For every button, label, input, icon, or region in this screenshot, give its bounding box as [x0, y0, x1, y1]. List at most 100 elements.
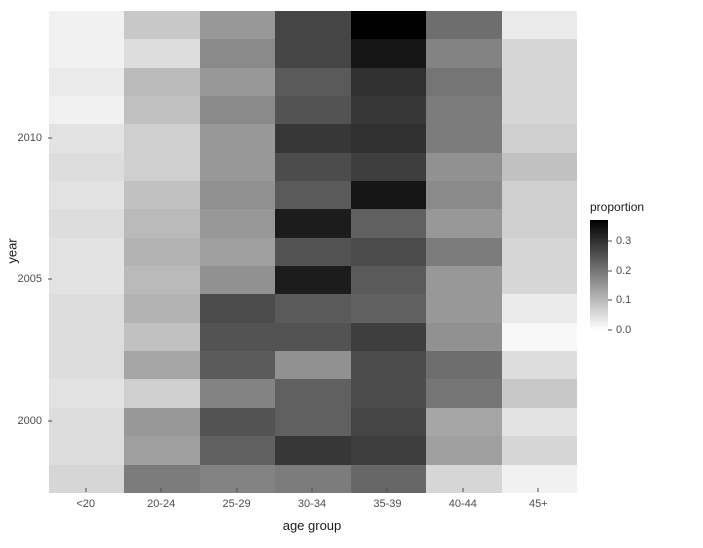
legend-title: proportion	[590, 200, 648, 214]
legend: proportion 0.00.10.20.3	[590, 200, 648, 330]
heatmap-cell	[200, 96, 275, 124]
heatmap-row	[49, 379, 577, 407]
heatmap-cell	[124, 351, 199, 379]
heatmap-row	[49, 238, 577, 266]
legend-tick-mark	[608, 300, 612, 301]
legend-tick-label: 0.3	[616, 235, 631, 247]
heatmap-cell	[124, 266, 199, 294]
heatmap-cell	[49, 238, 124, 266]
heatmap-cell	[275, 408, 350, 436]
heatmap-cell	[502, 68, 577, 96]
y-tick-label: 2000	[18, 415, 48, 427]
heatmap-cell	[124, 68, 199, 96]
x-tick-label: <20	[76, 492, 95, 510]
heatmap-cell	[275, 153, 350, 181]
heatmap-cell	[275, 124, 350, 152]
x-tick-label: 35-39	[373, 492, 401, 510]
heatmap-cell	[502, 351, 577, 379]
heatmap-cell	[502, 39, 577, 67]
heatmap-cell	[200, 465, 275, 493]
heatmap-cell	[275, 294, 350, 322]
heatmap-cell	[426, 124, 501, 152]
heatmap-cell	[200, 266, 275, 294]
heatmap-cell	[49, 39, 124, 67]
heatmap-cell	[49, 294, 124, 322]
heatmap-cell	[49, 408, 124, 436]
legend-ticks: 0.00.10.20.3	[608, 220, 648, 330]
heatmap-cell	[351, 11, 426, 39]
heatmap-cell	[426, 323, 501, 351]
heatmap-cell	[426, 181, 501, 209]
x-tick-label: 45+	[529, 492, 548, 510]
heatmap-row	[49, 465, 577, 493]
heatmap-row	[49, 96, 577, 124]
heatmap-row	[49, 351, 577, 379]
heatmap-cell	[426, 294, 501, 322]
heatmap-cell	[502, 436, 577, 464]
heatmap-cell	[275, 68, 350, 96]
heatmap-cell	[200, 68, 275, 96]
heatmap-row	[49, 153, 577, 181]
heatmap-cell	[351, 294, 426, 322]
heatmap-cell	[275, 465, 350, 493]
heatmap-cell	[502, 11, 577, 39]
heatmap-cell	[275, 379, 350, 407]
heatmap-cell	[502, 323, 577, 351]
heatmap-cell	[200, 379, 275, 407]
heatmap-cell	[351, 209, 426, 237]
y-axis-title: year	[5, 238, 20, 263]
heatmap-cell	[200, 436, 275, 464]
heatmap-cell	[124, 465, 199, 493]
heatmap-cell	[275, 351, 350, 379]
heatmap-row	[49, 39, 577, 67]
heatmap-row	[49, 209, 577, 237]
heatmap-cell	[124, 11, 199, 39]
x-tick-label: 25-29	[222, 492, 250, 510]
heatmap-cell	[502, 294, 577, 322]
heatmap-cell	[124, 379, 199, 407]
heatmap-row	[49, 124, 577, 152]
legend-tick-label: 0.2	[616, 265, 631, 277]
heatmap-cell	[124, 209, 199, 237]
heatmap-cell	[200, 181, 275, 209]
heatmap-cell	[200, 209, 275, 237]
heatmap-cell	[502, 181, 577, 209]
heatmap-cell	[124, 436, 199, 464]
heatmap-cell	[426, 238, 501, 266]
heatmap-plot-area	[48, 10, 578, 494]
y-tick-mark	[48, 137, 52, 138]
heatmap-cell	[502, 238, 577, 266]
heatmap-cell	[351, 351, 426, 379]
heatmap-cell	[49, 68, 124, 96]
heatmap-cell	[275, 11, 350, 39]
y-tick-mark	[48, 421, 52, 422]
heatmap-cell	[124, 96, 199, 124]
heatmap-cell	[426, 465, 501, 493]
x-axis-title: age group	[283, 518, 342, 533]
heatmap-cell	[502, 379, 577, 407]
heatmap-cell	[426, 436, 501, 464]
heatmap-cell	[124, 323, 199, 351]
heatmap-row	[49, 11, 577, 39]
heatmap-cell	[351, 39, 426, 67]
heatmap-cell	[200, 408, 275, 436]
heatmap-cell	[351, 238, 426, 266]
heatmap-cell	[49, 124, 124, 152]
heatmap-cell	[124, 39, 199, 67]
heatmap-cell	[426, 408, 501, 436]
heatmap-cell	[49, 181, 124, 209]
heatmap-cell	[351, 124, 426, 152]
heatmap-cell	[275, 323, 350, 351]
heatmap-cell	[502, 209, 577, 237]
heatmap-cell	[200, 323, 275, 351]
legend-tick-mark	[608, 330, 612, 331]
heatmap-row	[49, 181, 577, 209]
heatmap-cell	[502, 153, 577, 181]
heatmap-cell	[502, 96, 577, 124]
heatmap-cell	[426, 153, 501, 181]
heatmap-cell	[275, 436, 350, 464]
heatmap-cell	[124, 408, 199, 436]
heatmap-cell	[275, 209, 350, 237]
heatmap-row	[49, 323, 577, 351]
legend-tick-label: 0.1	[616, 294, 631, 306]
